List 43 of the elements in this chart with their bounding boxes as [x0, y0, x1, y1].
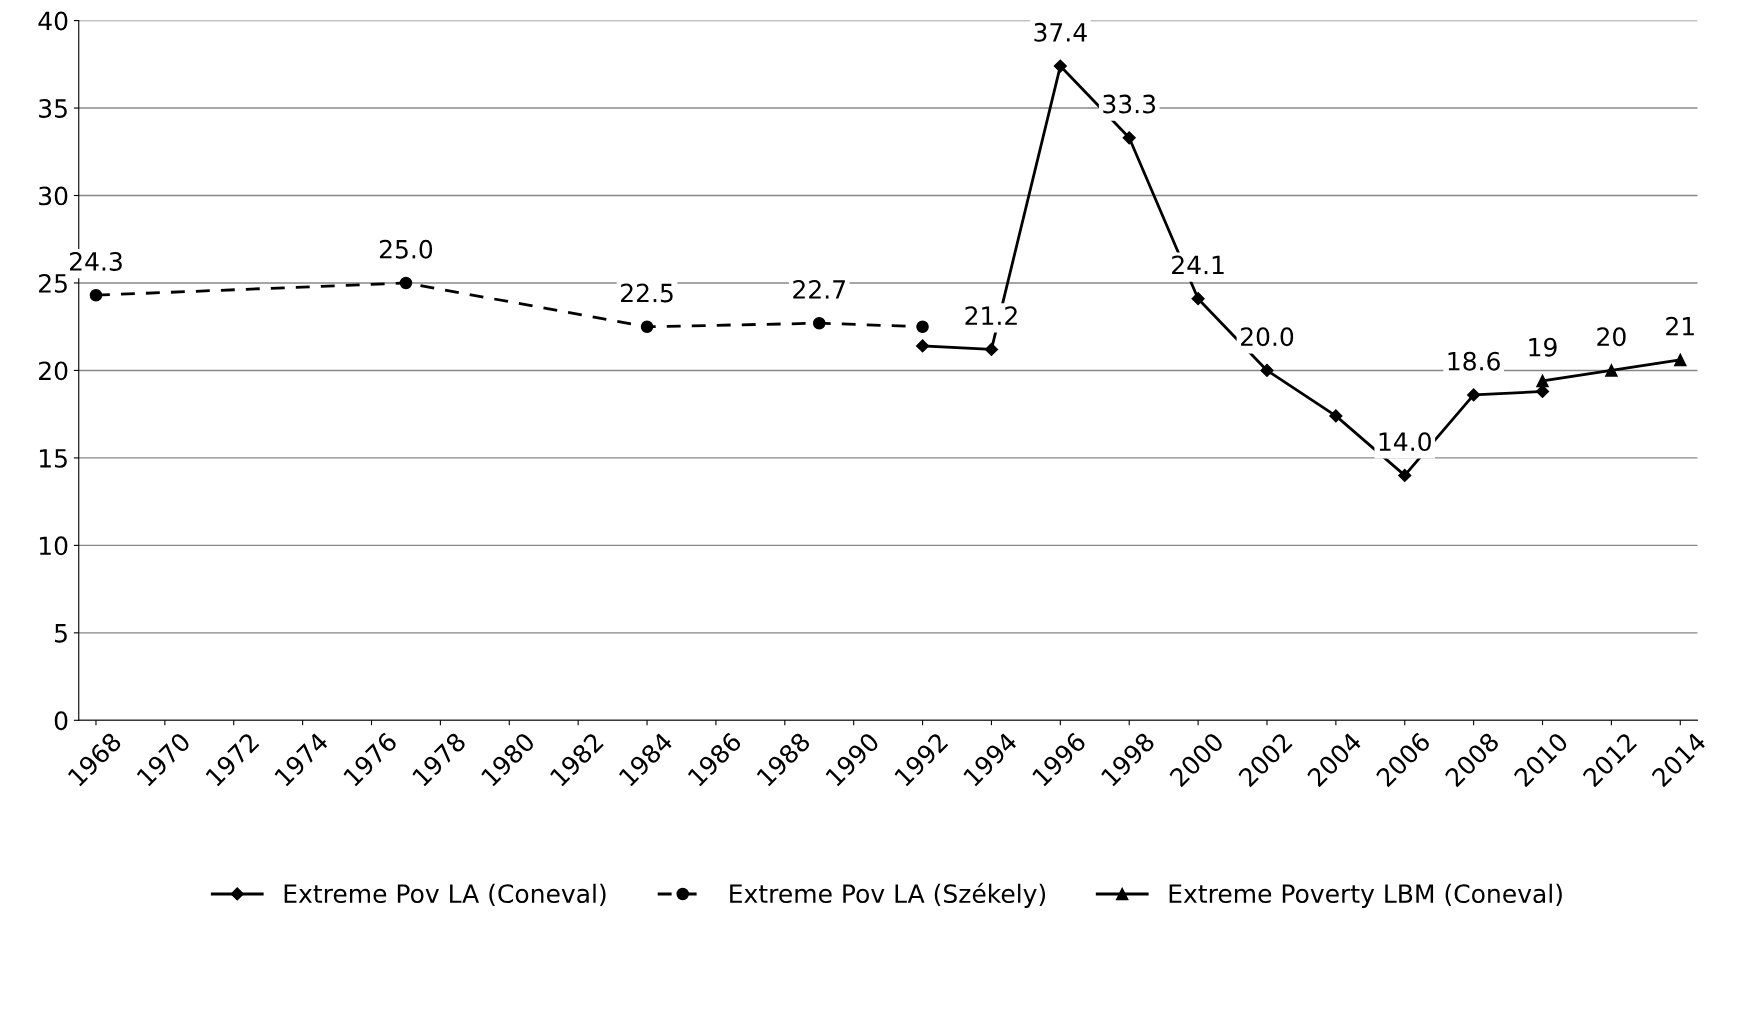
- y-tick-label: 30: [39, 186, 68, 206]
- y-tick-label: 10: [39, 536, 68, 556]
- point: [1053, 59, 1067, 73]
- legend-label: Extreme Pov LA (Székely): [730, 882, 1046, 908]
- data-label: 20.0: [1240, 327, 1294, 347]
- point: [1260, 363, 1274, 378]
- data-label: 25.0: [379, 239, 433, 259]
- point: [812, 316, 826, 330]
- point: [1605, 364, 1618, 377]
- data-label: 21.2: [965, 306, 1017, 325]
- point: [1329, 409, 1343, 423]
- y-tick-label: 15: [39, 449, 67, 468]
- data-label: 22.7: [793, 280, 845, 299]
- data-label: 22.5: [621, 283, 673, 303]
- y-tick-label: 5: [55, 624, 67, 643]
- data-label: 33.3: [1103, 94, 1156, 114]
- point: [984, 342, 999, 357]
- point: [640, 320, 654, 333]
- data-label: 37.4: [1034, 22, 1087, 42]
- point: [1467, 388, 1481, 402]
- data-label: 20: [1597, 327, 1626, 347]
- point: [1398, 468, 1412, 482]
- point: [1536, 374, 1549, 388]
- data-label: 24.1: [1172, 255, 1224, 275]
- point: [1191, 292, 1205, 306]
- point: [916, 320, 929, 333]
- legend-label: Extreme Poverty LBM (Coneval): [1169, 883, 1562, 908]
- point: [399, 276, 413, 290]
- y-tick-label: 25: [39, 273, 67, 293]
- point: [1674, 353, 1687, 367]
- y-tick-label: 0: [54, 711, 68, 731]
- data-label: 14.0: [1379, 432, 1431, 452]
- data-label: 24.3: [69, 252, 122, 271]
- point: [915, 339, 930, 353]
- legend-label: Extreme Pov LA (Coneval): [284, 883, 606, 907]
- point: [89, 288, 103, 302]
- data-label: 21: [1666, 316, 1694, 336]
- data-label: 18.6: [1448, 351, 1500, 371]
- point: [1122, 131, 1136, 145]
- data-label: 19: [1529, 337, 1557, 357]
- y-tick-label: 20: [39, 361, 68, 381]
- y-tick-label: 35: [39, 98, 67, 118]
- y-tick-label: 40: [38, 11, 68, 31]
